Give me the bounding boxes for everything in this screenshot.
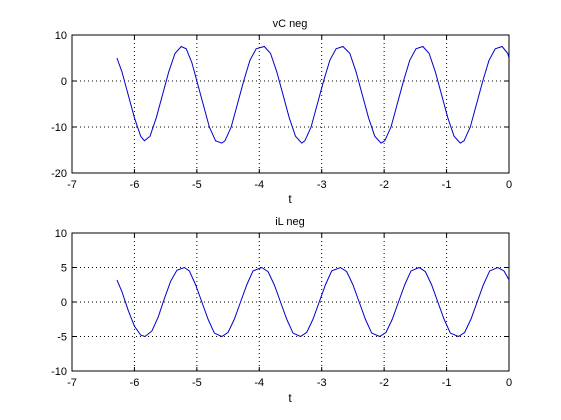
x-tick-label: -3 xyxy=(317,377,327,389)
x-tick-label: -4 xyxy=(254,179,264,191)
x-tick-label: -1 xyxy=(442,179,452,191)
y-tick-label: -5 xyxy=(57,332,67,344)
x-tick-label: -2 xyxy=(379,377,389,389)
plot-area-1 xyxy=(71,34,510,174)
x-tick-label: -7 xyxy=(67,377,77,389)
x-tick-label: 0 xyxy=(506,377,512,389)
x-ticks-1: -7 -6 -5 -4 -3 -2 -1 0 xyxy=(67,35,512,191)
plot-area-2 xyxy=(71,232,510,372)
series-line-iL xyxy=(116,266,510,338)
plot-title-1: vC neg xyxy=(273,18,308,30)
x-tick-label: -6 xyxy=(130,377,140,389)
series-line-vC xyxy=(116,45,510,144)
y-tick-label: -20 xyxy=(51,168,67,180)
y-tick-label: 10 xyxy=(55,228,67,240)
x-tick-label: -7 xyxy=(67,179,77,191)
x-tick-label: -3 xyxy=(317,179,327,191)
x-tick-label: -6 xyxy=(130,179,140,191)
y-tick-label: -10 xyxy=(51,366,67,378)
y-tick-label: -10 xyxy=(51,122,67,134)
y-tick-label: 10 xyxy=(55,30,67,42)
y-tick-label: 5 xyxy=(61,263,67,275)
x-tick-label: -4 xyxy=(254,377,264,389)
y-tick-label: 0 xyxy=(61,76,67,88)
x-tick-label: -5 xyxy=(192,377,202,389)
grid-1 xyxy=(72,35,509,173)
x-tick-label: -5 xyxy=(192,179,202,191)
y-ticks-1: -20 -10 0 10 xyxy=(51,30,509,180)
x-tick-label: -1 xyxy=(442,377,452,389)
plot-title-2: iL neg xyxy=(275,216,305,228)
x-tick-label: 0 xyxy=(506,179,512,191)
x-axis-label-1: t xyxy=(288,192,292,206)
x-tick-label: -2 xyxy=(379,179,389,191)
y-tick-label: 0 xyxy=(61,297,67,309)
x-axis-label-2: t xyxy=(288,391,292,405)
